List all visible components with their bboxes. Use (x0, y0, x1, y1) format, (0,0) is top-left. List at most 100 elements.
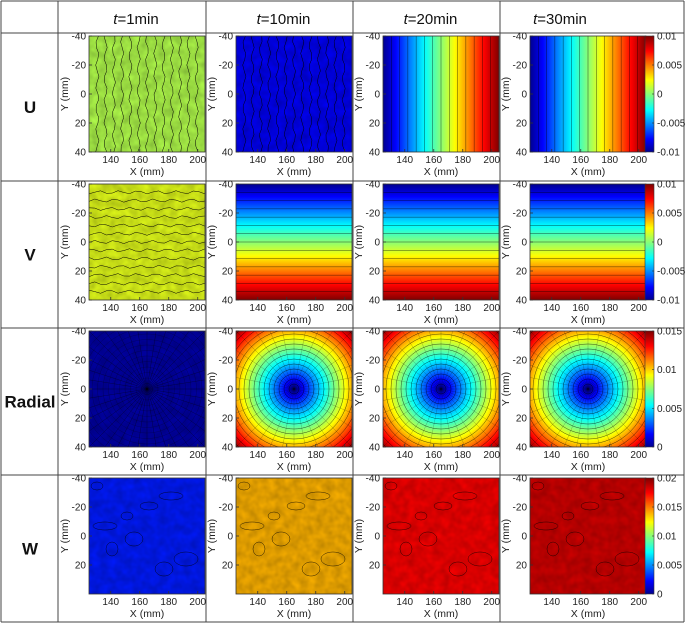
column-header: t=20min (404, 11, 458, 28)
mesh-line (549, 388, 589, 447)
y-tick-label: -20 (513, 61, 528, 72)
mesh-line (146, 331, 205, 390)
x-axis-label: X (mm) (277, 166, 311, 178)
mesh-line (236, 388, 295, 428)
contour-line (88, 273, 206, 277)
column-header-var: t (404, 11, 409, 28)
mesh-line (293, 388, 306, 447)
contour-line (300, 35, 305, 153)
contour-line (88, 207, 206, 211)
y-tick-label: 40 (75, 296, 87, 307)
y-tick-label: 20 (516, 414, 528, 425)
contour-line (194, 35, 199, 153)
mesh-line (146, 369, 205, 390)
contour-line (317, 35, 321, 153)
mesh-line (576, 388, 589, 447)
y-tick-label: 40 (222, 148, 234, 159)
y-tick-label: 40 (516, 148, 528, 159)
column-header-var: t (533, 11, 538, 28)
x-tick-label: 160 (572, 450, 589, 461)
row-label: Radial (4, 393, 55, 412)
y-tick-label: -40 (513, 474, 528, 485)
x-tick-label: 180 (601, 303, 618, 314)
mesh-line (146, 388, 177, 447)
mesh-line (530, 377, 589, 390)
mesh-line (429, 388, 442, 447)
mesh-line (587, 388, 646, 447)
x-tick-label: 200 (630, 155, 647, 166)
x-tick-label: 160 (131, 450, 148, 461)
mesh-ring (130, 372, 164, 406)
mesh-ring (113, 355, 181, 423)
x-tick-label: 180 (454, 155, 471, 166)
x-axis-label: X (mm) (424, 608, 458, 620)
contour-blob (239, 521, 265, 531)
column-header-text: =10min (261, 11, 311, 28)
x-tick-label: 200 (483, 450, 500, 461)
mesh-line (127, 388, 148, 447)
column-header-text: =30min (537, 11, 587, 28)
y-tick-label: -20 (72, 356, 87, 367)
contour-blob (531, 481, 545, 491)
x-tick-label: 180 (160, 450, 177, 461)
x-tick-label: 200 (483, 303, 500, 314)
mesh-line (530, 364, 589, 390)
y-tick-label: -40 (72, 327, 87, 338)
contour-blob (90, 481, 104, 491)
x-axis-label: X (mm) (130, 608, 164, 620)
mesh-line (293, 388, 333, 447)
x-tick-label: 140 (396, 155, 413, 166)
x-axis-label: X (mm) (130, 314, 164, 326)
contour-blob (237, 481, 251, 491)
noise-overlay (236, 36, 352, 152)
contour-panel: -40 -20 0 20 40 Y (mm) 140 160 180 200 X (mm) (206, 327, 354, 474)
y-tick-label: -40 (72, 474, 87, 485)
contour-panel: -40 -20 0 20 40 Y (mm) 140 160 180 200 X (mm) (206, 180, 354, 327)
mesh-line (89, 388, 148, 432)
contour-line (88, 240, 206, 244)
x-tick-label: 180 (307, 303, 324, 314)
y-tick-label: -20 (219, 209, 234, 220)
mesh-line (440, 331, 499, 390)
contour-line (88, 215, 206, 219)
mesh-line (127, 331, 148, 390)
y-tick-label: -20 (72, 503, 87, 514)
y-tick-label: 40 (516, 296, 528, 307)
mesh-line (587, 388, 646, 428)
noise-overlay (236, 478, 352, 594)
mesh-line (293, 331, 352, 390)
contour-line (333, 35, 338, 153)
colorbar: 0.01 0.005 0 -0.005 -0.01 (644, 180, 685, 307)
mesh-line (146, 388, 190, 447)
y-tick-label: 20 (516, 561, 528, 572)
contour-blob (173, 551, 199, 567)
mesh-line (236, 350, 295, 390)
mesh-line (236, 364, 295, 390)
contour-panel: -40 -20 0 20 Y (mm) 140 160 180 200 X (mm) (59, 474, 207, 621)
mesh-line (146, 388, 205, 447)
y-tick-label: -20 (219, 503, 234, 514)
y-tick-label: 20 (369, 267, 381, 278)
x-tick-label: 180 (454, 303, 471, 314)
y-axis-label: Y (mm) (353, 225, 365, 259)
x-tick-label: 140 (249, 155, 266, 166)
x-tick-label: 140 (249, 303, 266, 314)
contour-blob (301, 561, 321, 577)
mesh-line (440, 388, 499, 414)
y-tick-label: 20 (222, 267, 234, 278)
y-tick-label: 40 (516, 443, 528, 454)
x-axis-label: X (mm) (571, 314, 605, 326)
x-axis-label: X (mm) (424, 461, 458, 473)
mesh-line (293, 388, 319, 447)
y-tick-label: 40 (369, 296, 381, 307)
mesh-line (383, 350, 442, 390)
mesh-line (383, 388, 442, 401)
mesh-line (146, 388, 205, 432)
contour-panel: -40 -20 0 20 Y (mm) 140 160 180 200 X (mm) (206, 474, 354, 621)
contour-blob (595, 561, 615, 577)
contour-line (88, 190, 206, 195)
contour-blob (418, 531, 438, 547)
x-tick-label: 200 (336, 155, 353, 166)
y-tick-label: 0 (374, 385, 380, 396)
